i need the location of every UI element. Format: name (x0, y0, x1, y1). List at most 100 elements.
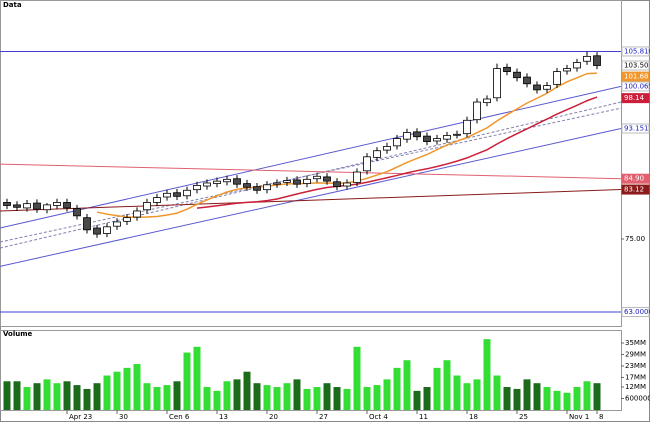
volume-bar (413, 390, 421, 410)
candle-body (183, 189, 191, 197)
x-tick-label: 8 (599, 413, 603, 421)
candle-body (573, 62, 581, 69)
price-tag (621, 71, 650, 82)
y-tick-label: 23MM (625, 362, 646, 370)
volume-bar (53, 383, 61, 410)
volume-bar (293, 379, 301, 410)
x-tick-label: 18 (469, 413, 478, 421)
volume-bar (13, 381, 21, 410)
candle-body (363, 156, 371, 172)
volume-bar (493, 375, 501, 410)
volume-bar (183, 352, 191, 410)
overlay-line (0, 128, 622, 267)
candle-body (113, 221, 121, 227)
x-tick-label: Nov 1 (569, 413, 589, 421)
volume-bar (133, 364, 141, 410)
candle-body (163, 192, 171, 198)
x-tick-label: 20 (269, 413, 278, 421)
volume-bar (243, 371, 251, 410)
volume-bar (253, 383, 261, 410)
volume-bar (443, 360, 451, 410)
candle-body (263, 184, 271, 191)
candle-body (133, 210, 141, 218)
candle-body (523, 76, 531, 85)
price-tag-label: 103.50 (624, 62, 649, 70)
overlay-line (0, 163, 622, 180)
volume-bar (123, 367, 131, 410)
candle-body (553, 71, 561, 85)
candle-body (463, 119, 471, 135)
volume-bar (383, 379, 391, 410)
candle-body (243, 183, 251, 188)
volume-panel (0, 330, 622, 411)
moving-average (196, 96, 598, 209)
volume-bar (483, 339, 491, 410)
volume-bar (103, 375, 111, 410)
y-tick-label: 6000000 (625, 395, 650, 403)
volume-bar (33, 383, 41, 410)
candle-body (283, 180, 291, 183)
overlay-line (0, 189, 622, 212)
volume-bar (163, 385, 171, 410)
overlay-line (0, 85, 622, 229)
price-tag (621, 60, 650, 71)
volume-bar (373, 385, 381, 410)
overlay-line (0, 101, 622, 249)
candle-body (203, 182, 211, 187)
candle-body (213, 180, 221, 184)
x-tick-label: 30 (119, 413, 128, 421)
candle-body (503, 66, 511, 72)
candle-body (63, 202, 71, 209)
volume-bar (513, 388, 521, 410)
price-tag (621, 81, 650, 92)
y-tick-label: 35MM (625, 339, 646, 347)
price-panel-title: Data (3, 1, 22, 9)
volume-bar (233, 379, 241, 410)
volume-bar (553, 390, 561, 410)
candle-body (543, 85, 551, 90)
candle-body (493, 68, 501, 99)
candle-body (73, 208, 81, 217)
price-tag-label: 83.12 (624, 186, 644, 194)
candle-body (483, 98, 491, 104)
candle-body (13, 204, 21, 208)
volume-bar (3, 381, 11, 410)
y-tick-label: 75.00 (625, 235, 645, 243)
volume-bar (423, 387, 431, 410)
candle-body (143, 202, 151, 211)
candle-body (53, 202, 61, 206)
volume-bar (473, 379, 481, 410)
candle-body (593, 55, 601, 66)
candle-body (453, 133, 461, 136)
volume-bar (363, 387, 371, 410)
price-tag-label: 101.68 (624, 73, 649, 81)
volume-bar (543, 387, 551, 410)
volume-bar (433, 367, 441, 410)
candle-body (93, 227, 101, 235)
candle-body (153, 197, 161, 203)
volume-panel-title: Volume (3, 330, 33, 338)
volume-bar (403, 360, 411, 410)
candle-body (303, 178, 311, 184)
y-tick-label: 29MM (625, 350, 646, 358)
candle-body (83, 217, 91, 231)
candle-body (43, 204, 51, 211)
candle-body (413, 131, 421, 138)
volume-bar (63, 381, 71, 410)
x-tick-label: 13 (219, 413, 228, 421)
candle-body (423, 135, 431, 142)
candle-body (333, 181, 341, 188)
volume-bar (223, 381, 231, 410)
candle-body (513, 71, 521, 79)
candle-body (323, 176, 331, 182)
volume-bar (393, 367, 401, 410)
price-tag-label: 63.0000 (624, 308, 650, 316)
volume-bar (153, 387, 161, 410)
x-tick-label: 25 (519, 413, 528, 421)
candle-body (23, 203, 31, 209)
price-tag (621, 307, 650, 318)
overlay-line (0, 107, 622, 243)
volume-bar (273, 387, 281, 410)
